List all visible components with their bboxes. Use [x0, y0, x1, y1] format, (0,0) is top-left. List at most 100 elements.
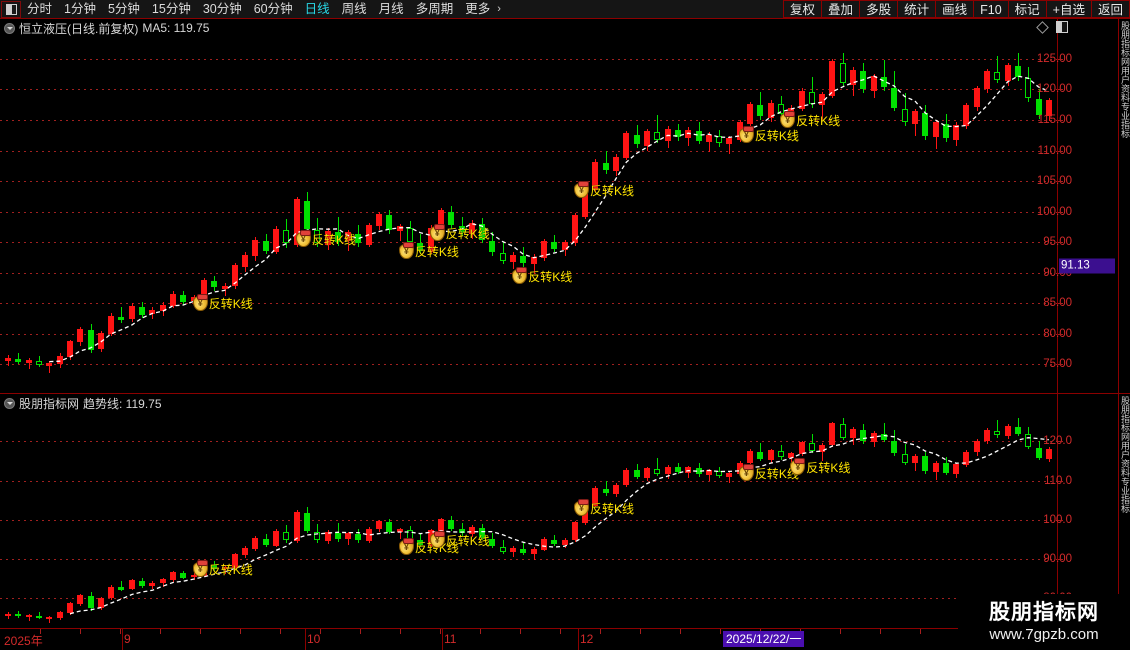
money-bag-icon: ¥: [790, 457, 806, 475]
candlestick: [788, 19, 794, 393]
candlestick: [26, 394, 32, 628]
candlestick: [654, 19, 660, 393]
money-bag-icon: ¥: [429, 224, 445, 242]
button-diejia[interactable]: 叠加: [821, 0, 860, 18]
reversal-marker[interactable]: ¥ 反转K线: [790, 457, 850, 476]
tab-1min[interactable]: 1分钟: [64, 1, 96, 16]
gridline: [0, 150, 1057, 152]
candlestick: [1015, 394, 1021, 628]
candlestick: [500, 394, 506, 628]
button-back[interactable]: 返回: [1090, 0, 1130, 18]
tab-30min[interactable]: 30分钟: [202, 1, 242, 16]
price-tick: [1058, 89, 1063, 91]
candlestick: [696, 394, 702, 628]
candlestick: [922, 394, 928, 628]
candlestick: [551, 394, 557, 628]
candlestick: [46, 394, 52, 628]
candlestick: [294, 19, 300, 393]
chevron-right-icon[interactable]: ›: [497, 2, 501, 15]
toolbar-actions: 复权 叠加 多股 统计 画线 F10 标记 +自选 返回: [783, 0, 1130, 19]
top-toolbar: 分时 1分钟 5分钟 15分钟 30分钟 60分钟 日线 周线 月线 多周期 更…: [0, 0, 1130, 19]
tab-weekly[interactable]: 周线: [341, 1, 367, 16]
layout-panel-icon[interactable]: [1056, 21, 1068, 33]
candlestick: [46, 19, 52, 393]
reversal-marker[interactable]: ¥ 反转K线: [512, 266, 573, 285]
tab-multi-period[interactable]: 多周期: [415, 1, 454, 16]
reversal-marker[interactable]: ¥ 反转K线: [398, 242, 459, 260]
candlestick: [36, 394, 42, 628]
price-tick-label: 85.00: [1043, 297, 1072, 310]
date-tick-label: 11: [444, 632, 457, 646]
candlestick: [891, 19, 897, 393]
reversal-marker[interactable]: ¥ 反转K线: [780, 111, 841, 129]
button-biaoji[interactable]: 标记: [1007, 0, 1046, 18]
money-bag-icon: ¥: [738, 126, 754, 144]
candlestick: [654, 394, 660, 628]
candlestick: [376, 394, 382, 628]
candlestick: [747, 19, 753, 393]
reversal-marker[interactable]: ¥ 反转K线: [192, 559, 253, 578]
reversal-marker[interactable]: ¥ 反转K线: [574, 499, 634, 517]
reversal-marker-label: 反转K线: [528, 269, 573, 284]
tab-daily[interactable]: 日线: [304, 1, 330, 16]
candlestick: [613, 19, 619, 393]
candlestick: [1005, 394, 1011, 628]
candlestick: [644, 19, 650, 393]
tab-fenshi[interactable]: 分时: [27, 1, 53, 16]
candlestick: [88, 394, 94, 628]
candlestick: [696, 19, 702, 393]
tab-60min[interactable]: 60分钟: [253, 1, 293, 16]
button-add-zixuan[interactable]: +自选: [1045, 0, 1091, 18]
reversal-marker[interactable]: ¥ 反转K线: [574, 181, 635, 199]
candlestick: [943, 394, 949, 628]
reversal-marker-label: 反转K线: [796, 114, 841, 128]
price-tick: [1058, 58, 1063, 60]
candlestick: [541, 19, 547, 393]
candlestick: [479, 394, 485, 628]
tab-more[interactable]: 更多: [465, 1, 491, 16]
button-duogu[interactable]: 多股: [859, 0, 898, 18]
button-tongji[interactable]: 统计: [897, 0, 936, 18]
candlestick: [1005, 19, 1011, 393]
reversal-marker[interactable]: ¥ 反转K线: [738, 126, 799, 144]
candlestick: [902, 394, 908, 628]
button-f10[interactable]: F10: [973, 0, 1008, 18]
tab-5min[interactable]: 5分钟: [107, 1, 140, 16]
reversal-marker-label: 反转K线: [445, 533, 490, 548]
date-tick-label: 2025年: [4, 634, 43, 648]
candlestick: [603, 19, 609, 393]
diamond-icon[interactable]: [1036, 20, 1049, 34]
reversal-marker[interactable]: ¥ 反转K线: [429, 530, 490, 549]
chevron-down-icon[interactable]: [4, 397, 15, 409]
date-tick: [360, 629, 361, 634]
reversal-marker-label: 反转K线: [414, 245, 459, 260]
date-tick-label: 10: [307, 632, 321, 646]
sub-plot-area[interactable]: ¥ 反转K线 ¥ 反转K线 ¥ 反转K线 ¥ 反转K线 ¥ 反转K线 ¥ 反转K线: [0, 394, 1057, 628]
candlestick: [819, 19, 825, 393]
reversal-marker[interactable]: ¥ 反转K线: [429, 224, 490, 242]
reversal-marker-label: 反转K线: [590, 184, 635, 199]
candlestick: [871, 19, 877, 393]
candlestick: [510, 394, 516, 628]
candlestick: [912, 394, 918, 628]
page-title: 恒立液压(日线.前复权): [19, 21, 139, 36]
candlestick: [325, 394, 331, 628]
date-separator: [305, 629, 306, 650]
button-huaxian[interactable]: 画线: [935, 0, 974, 18]
reversal-marker[interactable]: ¥ 反转K线: [295, 230, 356, 248]
gridline: [0, 333, 1057, 335]
chevron-down-icon[interactable]: [4, 22, 15, 34]
tab-15min[interactable]: 15分钟: [151, 1, 191, 16]
candlestick: [520, 394, 526, 628]
tab-monthly[interactable]: 月线: [378, 1, 404, 16]
main-price-axis[interactable]: 125.00 120.00 115.00 110.00 105.00 100.00 95.0…: [1037, 19, 1118, 393]
price-tick: [1058, 181, 1063, 183]
reversal-marker[interactable]: ¥ 反转K线: [192, 294, 253, 312]
candlestick: [891, 394, 897, 628]
panel-toggle-icon[interactable]: [1, 0, 21, 18]
candlestick: [706, 394, 712, 628]
button-fuquan[interactable]: 复权: [783, 0, 822, 18]
money-bag-icon: ¥: [398, 538, 414, 556]
main-plot-area[interactable]: ¥ 反转K线 ¥ 反转K线 ¥ 反转K线 ¥ 反转K线 ¥ 反转K线 ¥ 反转K线 ¥ 反转K线 ¥ 反转K线: [0, 19, 1057, 393]
